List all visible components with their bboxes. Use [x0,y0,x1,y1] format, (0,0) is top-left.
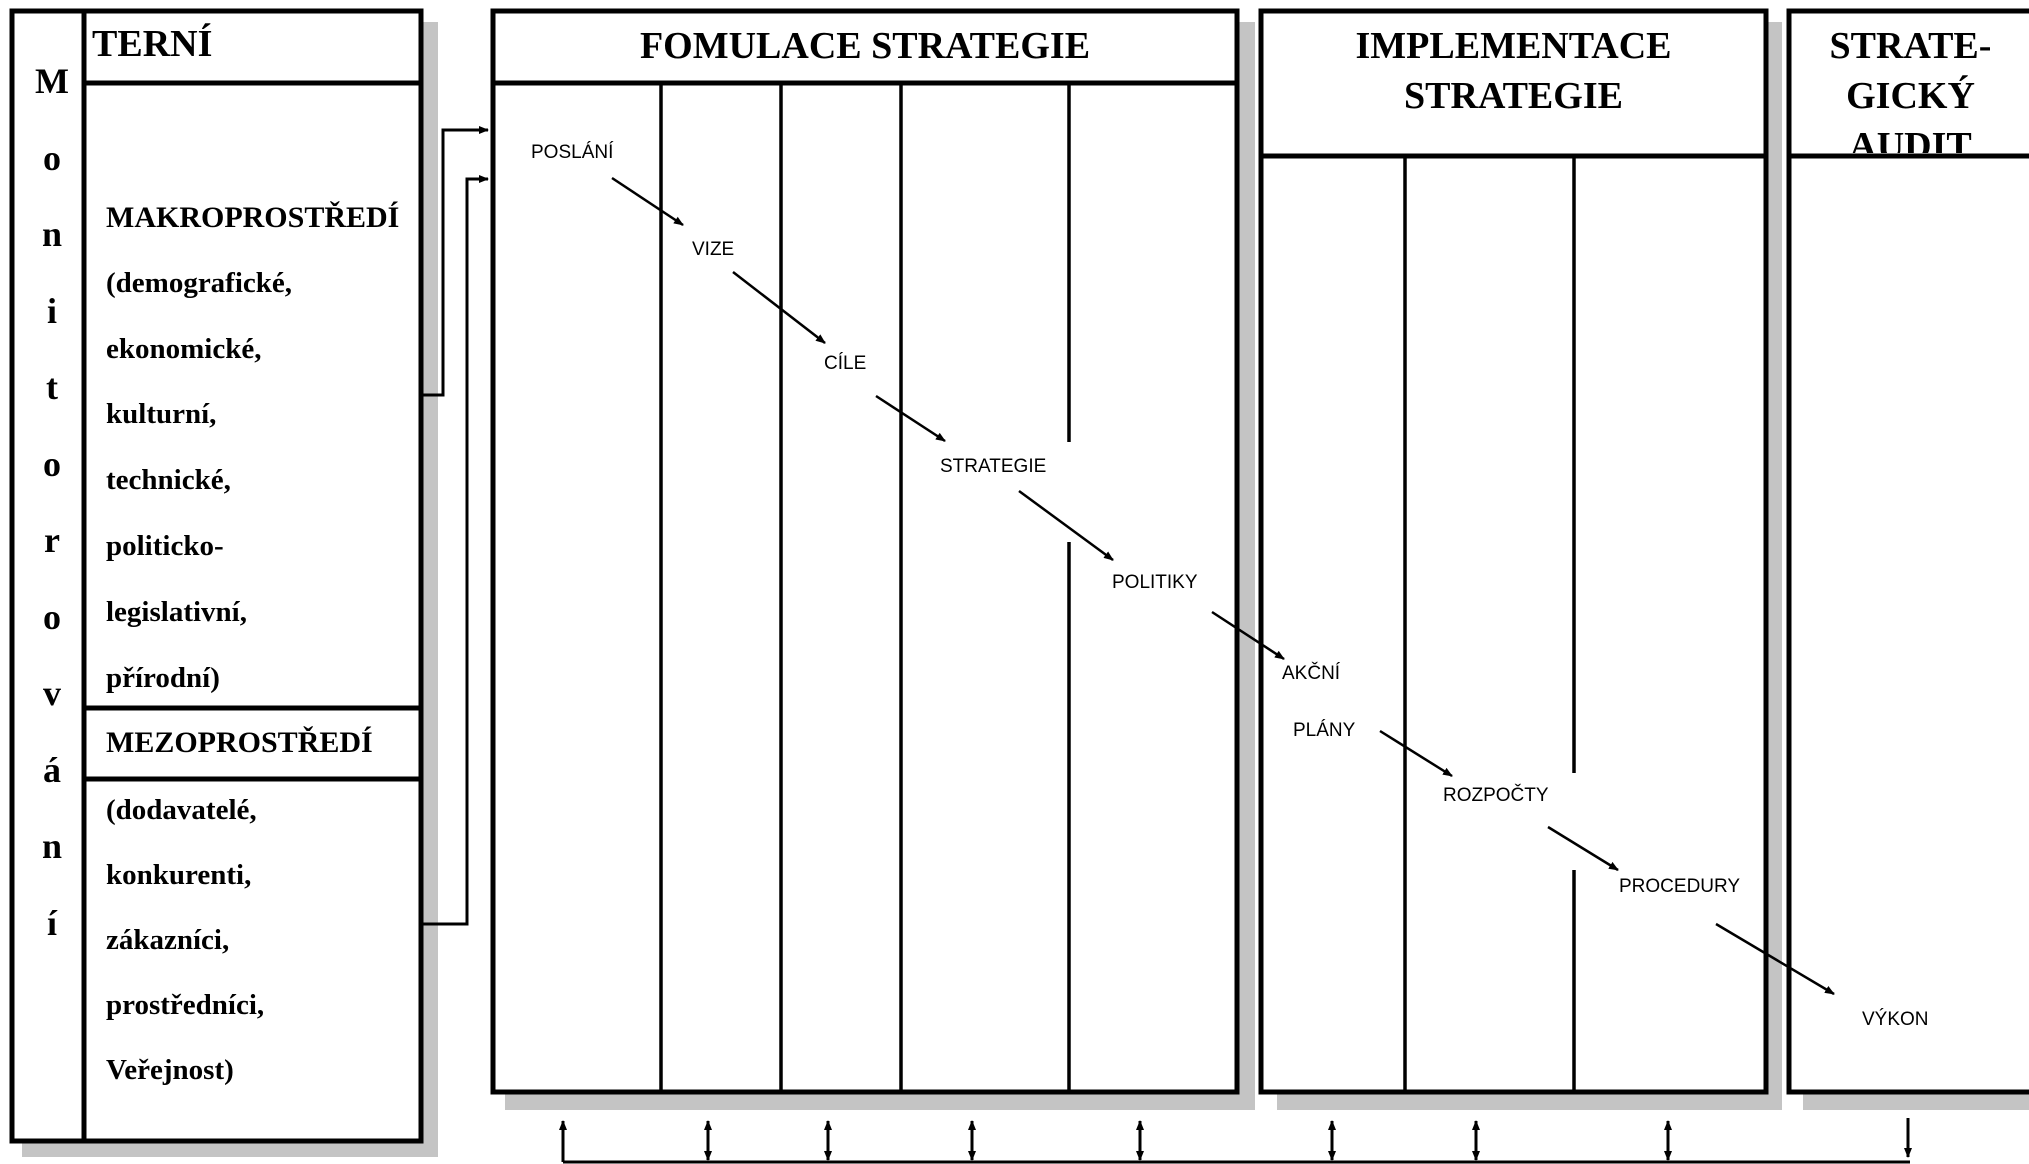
step-label-budgets: ROZPOČTY [1443,785,1549,806]
macro-item: politicko- [106,530,224,562]
meso-item: prostředníci, [106,989,265,1021]
meso-item: Veřejnost) [106,1054,234,1086]
step-label-strategy: STRATEGIE [940,456,1047,477]
implementation-title-line: IMPLEMENTACE [1355,25,1672,67]
implementation-title-line: STRATEGIE [1404,75,1623,117]
meso-item: zákazníci, [106,924,230,956]
external-header: TERNÍ [92,23,213,65]
macro-item: kulturní, [106,398,217,430]
step-label-goals: CÍLE [824,353,867,374]
step-label-action: AKČNÍ [1282,663,1341,684]
macro-item: legislativní, [106,596,247,628]
audit-title-line: GICKÝ [1846,75,1975,117]
macro-item: (demografické, [106,267,293,299]
monitoring-letter: n [41,214,63,254]
audit-box [1786,8,2029,1095]
step-label-plans: PLÁNY [1293,720,1356,741]
meso-title: MEZOPROSTŘEDÍ [106,726,373,759]
environment-box [9,8,424,1144]
macro-item: přírodní) [106,662,220,694]
formulation-box [490,8,1240,1095]
feedback-double-arrows [704,1120,1672,1161]
monitoring-letter: v [43,673,61,713]
monitoring-letter: r [44,520,60,560]
audit-title-line: STRATE- [1829,25,1992,67]
step-label-vision: VIZE [692,239,735,260]
step-label-performance: VÝKON [1862,1009,1929,1030]
audit-title-line: AUDIT [1849,125,1972,153]
monitoring-letter: t [46,367,58,407]
monitoring-letter: o [43,596,61,637]
monitoring-letter: M [35,61,69,101]
formulation-title: FOMULACE STRATEGIE [639,25,1091,67]
monitoring-letter: á [43,749,61,790]
meso-item: (dodavatelé, [106,794,257,826]
monitoring-letter: n [41,826,63,866]
monitoring-letter: i [46,290,57,331]
audit-title: STRATE- GICKÝ AUDIT [1792,14,2029,153]
monitoring-letter: í [46,902,57,943]
step-label-mission: POSLÁNÍ [531,142,614,163]
step-label-policies: POLITIKY [1112,572,1198,593]
implementation-box [1258,8,1769,1095]
environment-connectors [421,126,489,926]
feedback-loop [559,1118,1912,1164]
monitoring-letter: o [43,443,61,484]
macro-title: MAKROPROSTŘEDÍ [106,201,400,234]
step-label-procedures: PROCEDURY [1619,876,1741,897]
flow-arrows [611,176,1835,996]
macro-item: technické, [106,464,231,496]
monitoring-letter: o [43,137,61,178]
meso-item: konkurenti, [106,859,252,891]
macro-item: ekonomické, [106,333,262,365]
